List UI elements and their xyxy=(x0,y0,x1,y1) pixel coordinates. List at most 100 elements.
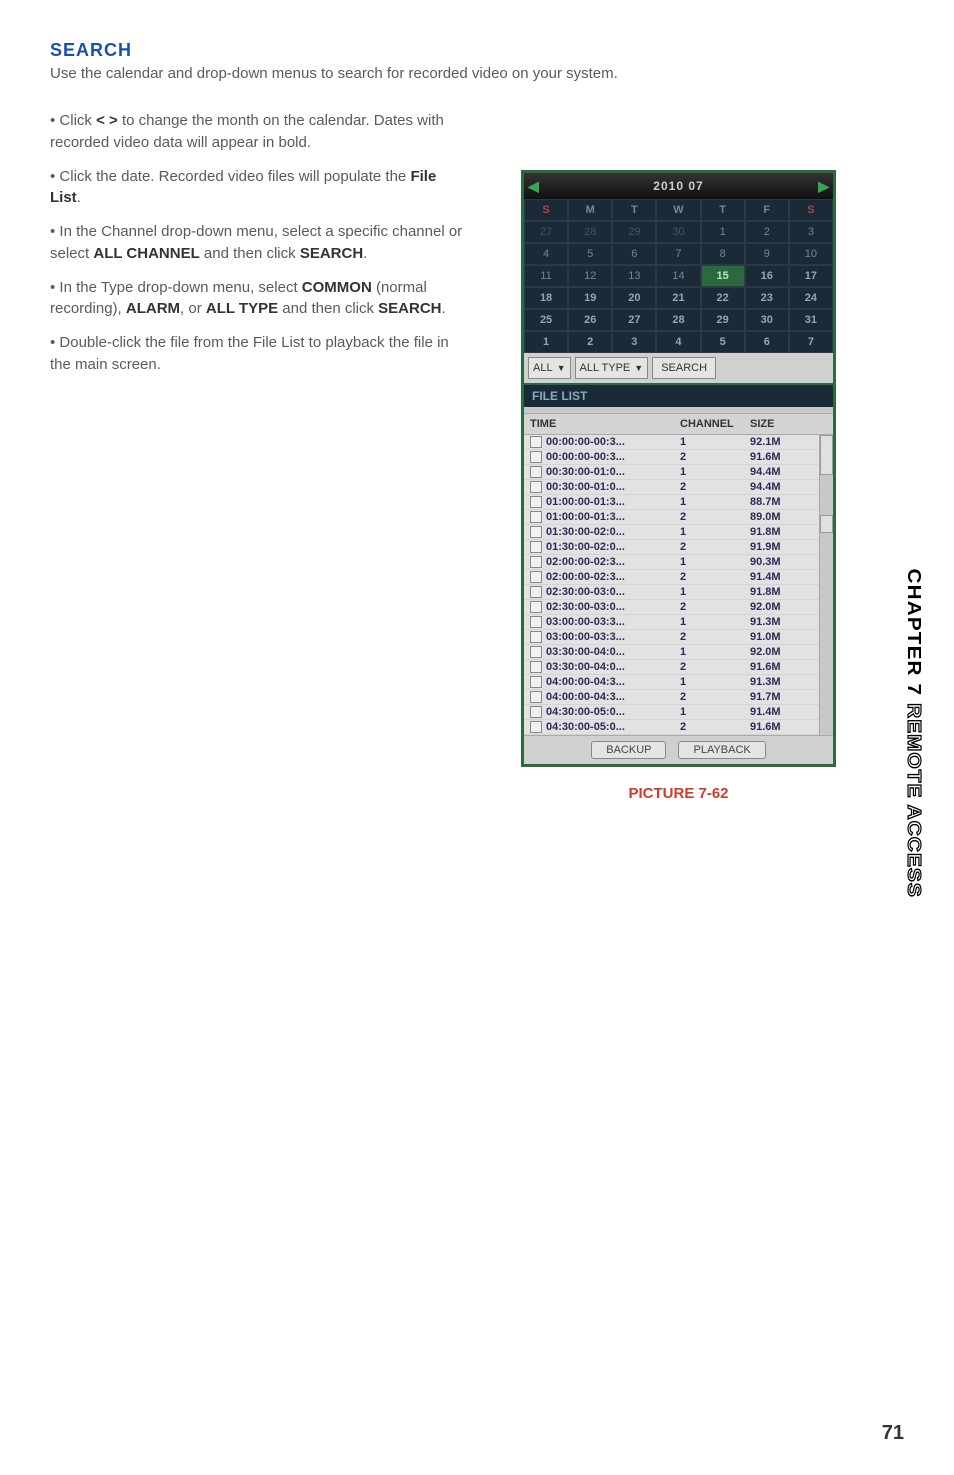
file-row[interactable]: 00:30:00-01:0...194.4M xyxy=(524,465,833,480)
calendar-date-cell[interactable]: 28 xyxy=(568,221,612,243)
calendar-date-cell[interactable]: 16 xyxy=(745,265,789,287)
file-checkbox[interactable] xyxy=(530,706,542,718)
file-row[interactable]: 04:30:00-05:0...291.6M xyxy=(524,720,833,735)
calendar-date-cell[interactable]: 12 xyxy=(568,265,612,287)
calendar-date-cell[interactable]: 10 xyxy=(789,243,833,265)
file-channel: 1 xyxy=(680,616,750,628)
file-row[interactable]: 03:30:00-04:0...192.0M xyxy=(524,645,833,660)
calendar-date-cell[interactable]: 2 xyxy=(745,221,789,243)
calendar-date-cell[interactable]: 3 xyxy=(612,331,656,353)
file-channel: 2 xyxy=(680,601,750,613)
calendar-date-cell[interactable]: 15 xyxy=(701,265,745,287)
file-checkbox[interactable] xyxy=(530,661,542,673)
file-checkbox[interactable] xyxy=(530,586,542,598)
file-time: 04:30:00-05:0... xyxy=(546,706,680,718)
file-row[interactable]: 00:00:00-00:3...291.6M xyxy=(524,450,833,465)
bullet-3: • In the Channel drop-down menu, select … xyxy=(50,221,465,265)
file-checkbox[interactable] xyxy=(530,511,542,523)
calendar-date-cell[interactable]: 13 xyxy=(612,265,656,287)
file-row[interactable]: 04:00:00-04:3...191.3M xyxy=(524,675,833,690)
file-row[interactable]: 03:00:00-03:3...291.0M xyxy=(524,630,833,645)
file-row[interactable]: 02:00:00-02:3...291.4M xyxy=(524,570,833,585)
type-dropdown[interactable]: ALL TYPE▼ xyxy=(575,357,649,379)
calendar-date-cell[interactable]: 17 xyxy=(789,265,833,287)
file-row[interactable]: 02:00:00-02:3...190.3M xyxy=(524,555,833,570)
calendar-date-cell[interactable]: 1 xyxy=(524,331,568,353)
calendar-date-cell[interactable]: 31 xyxy=(789,309,833,331)
file-checkbox[interactable] xyxy=(530,496,542,508)
calendar-date-cell[interactable]: 20 xyxy=(612,287,656,309)
backup-button[interactable]: BACKUP xyxy=(591,741,666,759)
file-row[interactable]: 02:30:00-03:0...191.8M xyxy=(524,585,833,600)
file-checkbox[interactable] xyxy=(530,556,542,568)
file-row[interactable]: 00:30:00-01:0...294.4M xyxy=(524,480,833,495)
calendar-date-cell[interactable]: 5 xyxy=(701,331,745,353)
calendar-date-cell[interactable]: 4 xyxy=(656,331,700,353)
calendar-date-cell[interactable]: 5 xyxy=(568,243,612,265)
calendar-date-cell[interactable]: 29 xyxy=(701,309,745,331)
file-checkbox[interactable] xyxy=(530,601,542,613)
calendar-date-cell[interactable]: 21 xyxy=(656,287,700,309)
file-checkbox[interactable] xyxy=(530,466,542,478)
file-checkbox[interactable] xyxy=(530,616,542,628)
file-checkbox[interactable] xyxy=(530,646,542,658)
calendar-date-cell[interactable]: 8 xyxy=(701,243,745,265)
scroll-thumb[interactable] xyxy=(820,435,833,475)
file-row[interactable]: 04:00:00-04:3...291.7M xyxy=(524,690,833,705)
file-row[interactable]: 03:30:00-04:0...291.6M xyxy=(524,660,833,675)
file-row[interactable]: 01:00:00-01:3...188.7M xyxy=(524,495,833,510)
calendar-date-cell[interactable]: 26 xyxy=(568,309,612,331)
file-checkbox[interactable] xyxy=(530,526,542,538)
file-checkbox[interactable] xyxy=(530,721,542,733)
calendar-date-cell[interactable]: 3 xyxy=(789,221,833,243)
file-time: 03:30:00-04:0... xyxy=(546,646,680,658)
file-row[interactable]: 00:00:00-00:3...192.1M xyxy=(524,435,833,450)
next-month-icon[interactable]: ▶ xyxy=(818,178,829,195)
file-checkbox[interactable] xyxy=(530,436,542,448)
calendar-date-cell[interactable]: 4 xyxy=(524,243,568,265)
calendar-date-cell[interactable]: 22 xyxy=(701,287,745,309)
calendar-date-cell[interactable]: 11 xyxy=(524,265,568,287)
filelist-tab[interactable]: FILE LIST xyxy=(524,383,833,407)
calendar-date-cell[interactable]: 14 xyxy=(656,265,700,287)
file-checkbox[interactable] xyxy=(530,451,542,463)
playback-button[interactable]: PLAYBACK xyxy=(678,741,765,759)
file-row[interactable]: 03:00:00-03:3...191.3M xyxy=(524,615,833,630)
search-button[interactable]: SEARCH xyxy=(652,357,716,379)
file-row[interactable]: 01:30:00-02:0...191.8M xyxy=(524,525,833,540)
file-row[interactable]: 04:30:00-05:0...191.4M xyxy=(524,705,833,720)
calendar-date-cell[interactable]: 27 xyxy=(524,221,568,243)
calendar-date-cell[interactable]: 6 xyxy=(612,243,656,265)
calendar-date-cell[interactable]: 27 xyxy=(612,309,656,331)
scroll-thumb[interactable] xyxy=(820,515,833,533)
calendar-date-cell[interactable]: 28 xyxy=(656,309,700,331)
calendar-date-cell[interactable]: 30 xyxy=(656,221,700,243)
calendar-date-cell[interactable]: 2 xyxy=(568,331,612,353)
calendar-date-cell[interactable]: 1 xyxy=(701,221,745,243)
channel-dropdown[interactable]: ALL▼ xyxy=(528,357,571,379)
calendar-date-cell[interactable]: 29 xyxy=(612,221,656,243)
calendar-date-cell[interactable]: 18 xyxy=(524,287,568,309)
calendar-date-cell[interactable]: 6 xyxy=(745,331,789,353)
calendar-date-cell[interactable]: 19 xyxy=(568,287,612,309)
file-checkbox[interactable] xyxy=(530,631,542,643)
calendar-date-cell[interactable]: 30 xyxy=(745,309,789,331)
file-row[interactable]: 02:30:00-03:0...292.0M xyxy=(524,600,833,615)
file-row[interactable]: 01:00:00-01:3...289.0M xyxy=(524,510,833,525)
calendar-date-cell[interactable]: 23 xyxy=(745,287,789,309)
calendar-date-cell[interactable]: 24 xyxy=(789,287,833,309)
calendar-date-cell[interactable]: 7 xyxy=(656,243,700,265)
calendar-date-cell[interactable]: 9 xyxy=(745,243,789,265)
file-checkbox[interactable] xyxy=(530,676,542,688)
file-time: 01:30:00-02:0... xyxy=(546,526,680,538)
calendar-date-cell[interactable]: 7 xyxy=(789,331,833,353)
prev-month-icon[interactable]: ◀ xyxy=(528,178,539,195)
scrollbar[interactable] xyxy=(819,435,833,735)
file-checkbox[interactable] xyxy=(530,691,542,703)
calendar-week-row: 11121314151617 xyxy=(524,265,833,287)
file-checkbox[interactable] xyxy=(530,541,542,553)
file-checkbox[interactable] xyxy=(530,571,542,583)
file-row[interactable]: 01:30:00-02:0...291.9M xyxy=(524,540,833,555)
file-checkbox[interactable] xyxy=(530,481,542,493)
calendar-date-cell[interactable]: 25 xyxy=(524,309,568,331)
